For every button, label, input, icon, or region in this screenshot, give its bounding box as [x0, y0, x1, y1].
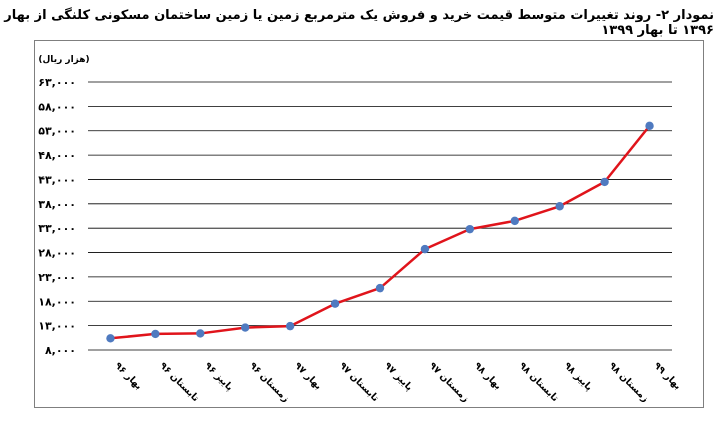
data-point	[465, 224, 475, 234]
data-point	[285, 321, 295, 331]
data-point	[151, 329, 160, 339]
x-tick-label: تابستان ۹۸	[517, 360, 561, 404]
x-tick-label: زمستان ۹۷	[427, 360, 471, 404]
x-tick-label: بهار ۹۷	[292, 360, 324, 392]
data-point	[106, 334, 115, 343]
x-tick-label: بهار ۹۹	[651, 360, 683, 392]
y-tick-label: ۴۳,۰۰۰	[38, 173, 76, 186]
y-tick-label: ۵۳,۰۰۰	[38, 125, 76, 138]
y-tick-label: ۶۳,۰۰۰	[38, 76, 76, 89]
data-point	[555, 202, 564, 211]
y-tick-label: ۱۸,۰۰۰	[38, 295, 76, 308]
y-tick-label: ۴۸,۰۰۰	[38, 149, 76, 162]
x-tick-label: تابستان ۹۷	[337, 360, 381, 404]
data-point	[510, 216, 519, 226]
data-point	[645, 121, 654, 131]
data-point	[420, 244, 430, 254]
x-tick-label: زمستان ۹۸	[606, 360, 650, 404]
y-unit-label: (هزار ریال)	[38, 55, 89, 65]
y-tick-label: ۱۳,۰۰۰	[38, 320, 76, 333]
data-point	[241, 323, 250, 332]
series-line	[110, 125, 651, 340]
data-point	[330, 299, 340, 308]
data-point	[375, 283, 385, 293]
chart-frame	[34, 40, 704, 408]
chart-title: نمودار ۲- روند تغییرات متوسط قیمت خرید و…	[4, 8, 714, 38]
data-point	[196, 329, 205, 338]
x-tick-label: پاییز ۹۶	[202, 360, 235, 393]
x-tick-label: زمستان ۹۶	[247, 360, 291, 404]
x-tick-label: پاییز ۹۷	[382, 360, 415, 393]
x-tick-label: تابستان ۹۶	[157, 360, 201, 404]
x-tick-label: بهار ۹۸	[472, 360, 504, 392]
x-tick-label: بهار ۹۶	[112, 360, 144, 392]
x-tick-label: پاییز ۹۸	[562, 360, 595, 393]
y-tick-label: ۳۸,۰۰۰	[38, 198, 76, 211]
y-tick-label: ۳۳,۰۰۰	[38, 222, 76, 235]
y-tick-label: ۵۸,۰۰۰	[38, 100, 76, 113]
y-tick-label: ۲۳,۰۰۰	[38, 271, 76, 284]
y-tick-label: ۲۸,۰۰۰	[38, 247, 76, 260]
y-tick-label: ۸,۰۰۰	[45, 344, 76, 357]
data-point	[600, 177, 609, 187]
